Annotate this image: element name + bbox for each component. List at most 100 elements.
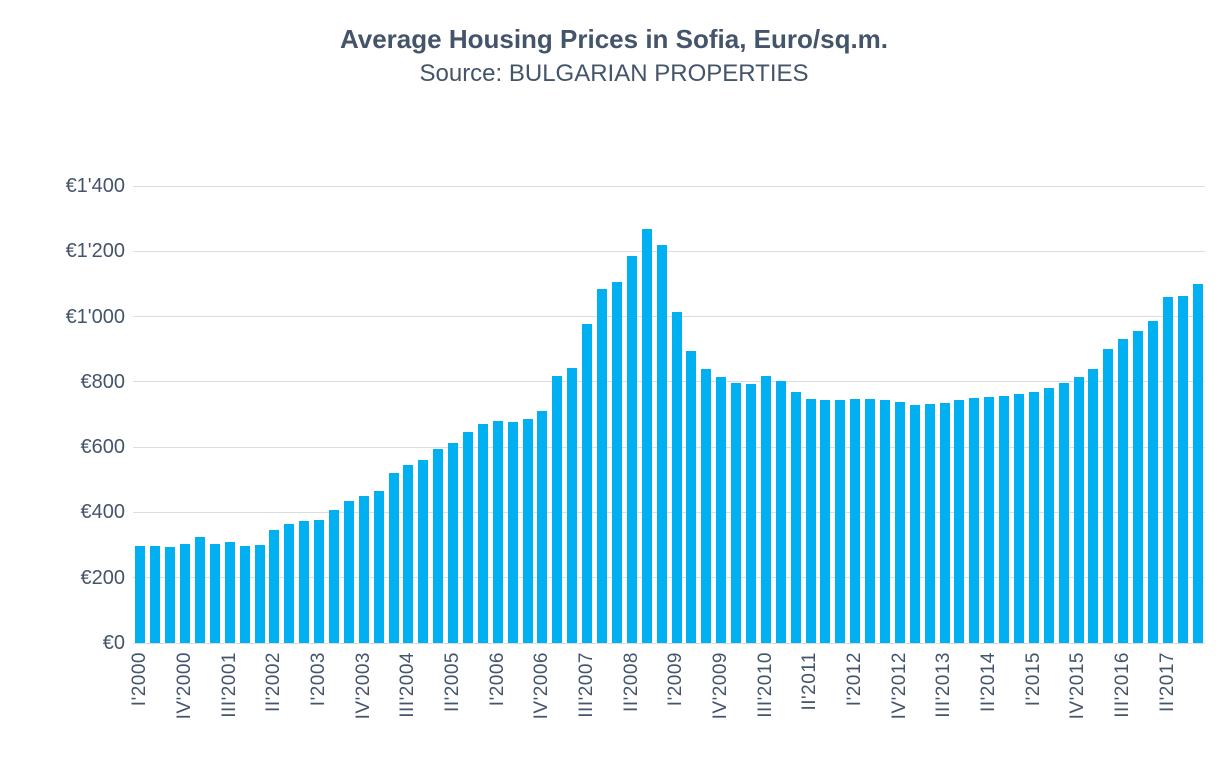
bar <box>403 464 414 643</box>
chart-title: Average Housing Prices in Sofia, Euro/sq… <box>339 24 889 54</box>
bar <box>433 448 444 643</box>
bar <box>1043 388 1054 643</box>
bar <box>269 530 280 643</box>
gridline <box>133 511 1205 513</box>
bar <box>284 523 295 643</box>
bar <box>865 398 876 643</box>
bar <box>299 520 310 643</box>
bar <box>552 376 563 643</box>
bar <box>924 403 935 643</box>
bar <box>1103 348 1114 643</box>
bar <box>463 432 474 643</box>
y-axis-tick-label: €1'200 <box>65 240 125 263</box>
x-axis-tick-label: IV'2000 <box>174 652 196 720</box>
bar <box>239 545 250 643</box>
bar <box>224 542 235 643</box>
bar <box>686 351 697 643</box>
bar <box>254 545 265 643</box>
y-axis-tick-label: €0 <box>102 632 125 654</box>
gridline <box>133 185 1205 187</box>
x-axis-tick-label: III'2016 <box>1112 652 1134 718</box>
bar <box>1162 297 1173 643</box>
gridline <box>133 577 1205 579</box>
bar <box>626 256 637 643</box>
bar <box>909 405 920 643</box>
y-axis-tick-label: €200 <box>80 566 126 589</box>
x-axis-tick-label: I'2009 <box>665 652 687 707</box>
x-axis-tick-label: I'2000 <box>129 652 151 707</box>
bar <box>1088 368 1099 643</box>
bar <box>716 377 727 643</box>
bar <box>611 281 622 643</box>
bar <box>343 500 354 643</box>
bar <box>358 495 369 643</box>
x-axis-tick-label: II'2008 <box>620 652 642 712</box>
bar <box>1073 376 1084 643</box>
bar <box>835 400 846 643</box>
x-axis-tick-label: IV'2009 <box>710 652 732 720</box>
bar <box>1177 296 1188 643</box>
bar <box>894 402 905 643</box>
bar <box>701 368 712 643</box>
bar <box>329 510 340 643</box>
x-axis-tick-label: II'2014 <box>978 652 1000 712</box>
bar <box>507 422 518 643</box>
bar <box>165 546 176 643</box>
bar <box>1013 394 1024 643</box>
x-axis-tick-label: III'2010 <box>754 652 776 718</box>
bar <box>1148 320 1158 643</box>
bar <box>1058 382 1069 643</box>
y-axis-tick-label: €600 <box>80 436 126 459</box>
chart-subtitle: Source: BULGARIAN PROPERTIES <box>419 60 809 87</box>
x-axis-tick-label: II'2017 <box>1156 652 1178 712</box>
bar <box>209 544 220 643</box>
bar <box>567 367 578 643</box>
gridline <box>133 642 1205 644</box>
bar-series <box>133 186 1205 643</box>
bar <box>969 398 980 643</box>
y-axis-tick-label: €400 <box>80 501 126 524</box>
bar <box>775 380 786 643</box>
bar <box>582 324 593 643</box>
x-axis-tick-label: IV'2012 <box>888 652 910 720</box>
x-axis-tick-label: II'2002 <box>263 652 285 712</box>
x-axis-tick-label: I'2012 <box>844 652 866 707</box>
bar <box>448 442 459 643</box>
bar <box>760 376 771 643</box>
x-axis-tick-label: I'2015 <box>1022 652 1044 707</box>
bar <box>195 536 205 643</box>
gridline <box>133 446 1205 448</box>
bar <box>879 400 890 643</box>
bar <box>731 382 742 643</box>
bar <box>745 383 756 643</box>
x-axis-tick-label: IV'2015 <box>1067 652 1089 720</box>
bar <box>150 545 161 643</box>
bar <box>418 459 429 643</box>
bar <box>314 520 325 643</box>
plot-area <box>133 185 1205 644</box>
bar <box>522 418 533 643</box>
bar <box>537 410 548 643</box>
bar <box>671 311 682 643</box>
bar <box>477 423 488 643</box>
bar <box>656 245 667 643</box>
bar <box>373 491 384 643</box>
gridline <box>133 381 1205 383</box>
bar <box>1028 391 1039 643</box>
bar <box>1192 283 1203 643</box>
x-axis-tick-label: III'2013 <box>933 652 955 718</box>
bar <box>388 472 399 643</box>
bar <box>939 403 950 643</box>
gridline <box>133 316 1205 318</box>
bar <box>805 398 816 643</box>
bar <box>180 543 191 643</box>
bar <box>1133 330 1144 643</box>
bar <box>492 421 503 643</box>
bar <box>790 392 801 643</box>
bar <box>641 229 652 643</box>
y-axis-tick-label: €1'400 <box>65 175 125 197</box>
gridline <box>133 250 1205 252</box>
y-axis-tick-label: €800 <box>80 370 126 393</box>
x-axis-tick-label: III'2007 <box>576 652 598 718</box>
x-axis-tick-label: III'2001 <box>218 652 240 718</box>
